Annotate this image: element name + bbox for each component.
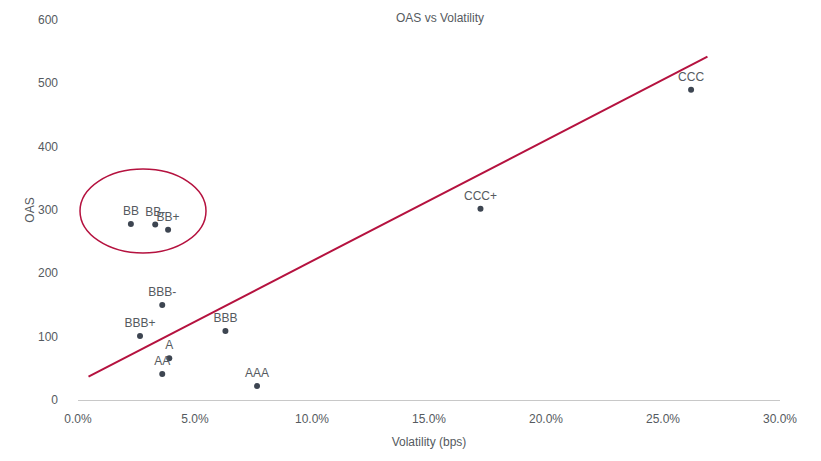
- trend-line: [89, 57, 708, 377]
- x-tick-label: 30.0%: [763, 412, 797, 426]
- marks: [89, 57, 708, 389]
- chart: OAS vs Volatility Volatility (bps) OAS 0 100…: [0, 0, 821, 461]
- point-labels: BBBB-BB+BBB-BBB+BBBAAAAAACCC+CCC: [123, 70, 705, 380]
- point: [137, 333, 143, 339]
- y-tick-label: 300: [38, 203, 58, 217]
- y-tick-label: 400: [38, 140, 58, 154]
- x-tick-label: 25.0%: [646, 412, 680, 426]
- title: OAS vs Volatility: [396, 11, 484, 25]
- point-label: AA: [154, 354, 170, 368]
- point-label: BBB-: [148, 285, 176, 299]
- point-label: CCC+: [464, 189, 497, 203]
- point: [222, 328, 228, 334]
- point-label: A: [165, 338, 173, 352]
- y-tick-label: 0: [51, 393, 58, 407]
- y-tick-label: 200: [38, 266, 58, 280]
- x-tick-label: 15.0%: [412, 412, 446, 426]
- x-axis-label: Volatility (bps): [392, 435, 467, 449]
- point: [159, 302, 165, 308]
- point-label: AAA: [245, 366, 269, 380]
- point-label: CCC: [678, 70, 704, 84]
- point: [477, 206, 483, 212]
- highlight-ellipse: [80, 169, 206, 253]
- point: [254, 383, 260, 389]
- x-tick-label: 10.0%: [295, 412, 329, 426]
- point-label: BBB: [213, 311, 237, 325]
- y-tick-label: 500: [38, 76, 58, 90]
- point: [688, 87, 694, 93]
- point: [128, 221, 134, 227]
- point: [159, 371, 165, 377]
- point: [165, 227, 171, 233]
- x-axis-line: [78, 400, 780, 401]
- point-label: BB: [123, 204, 139, 218]
- point-label: BBB+: [124, 316, 155, 330]
- x-tick-label: 0.0%: [64, 412, 92, 426]
- x-tick-label: 5.0%: [181, 412, 209, 426]
- y-axis-label: OAS: [23, 197, 37, 222]
- point-label: BB+: [157, 210, 180, 224]
- y-tick-label: 600: [38, 13, 58, 27]
- x-tick-label: 20.0%: [529, 412, 563, 426]
- y-tick-label: 100: [38, 330, 58, 344]
